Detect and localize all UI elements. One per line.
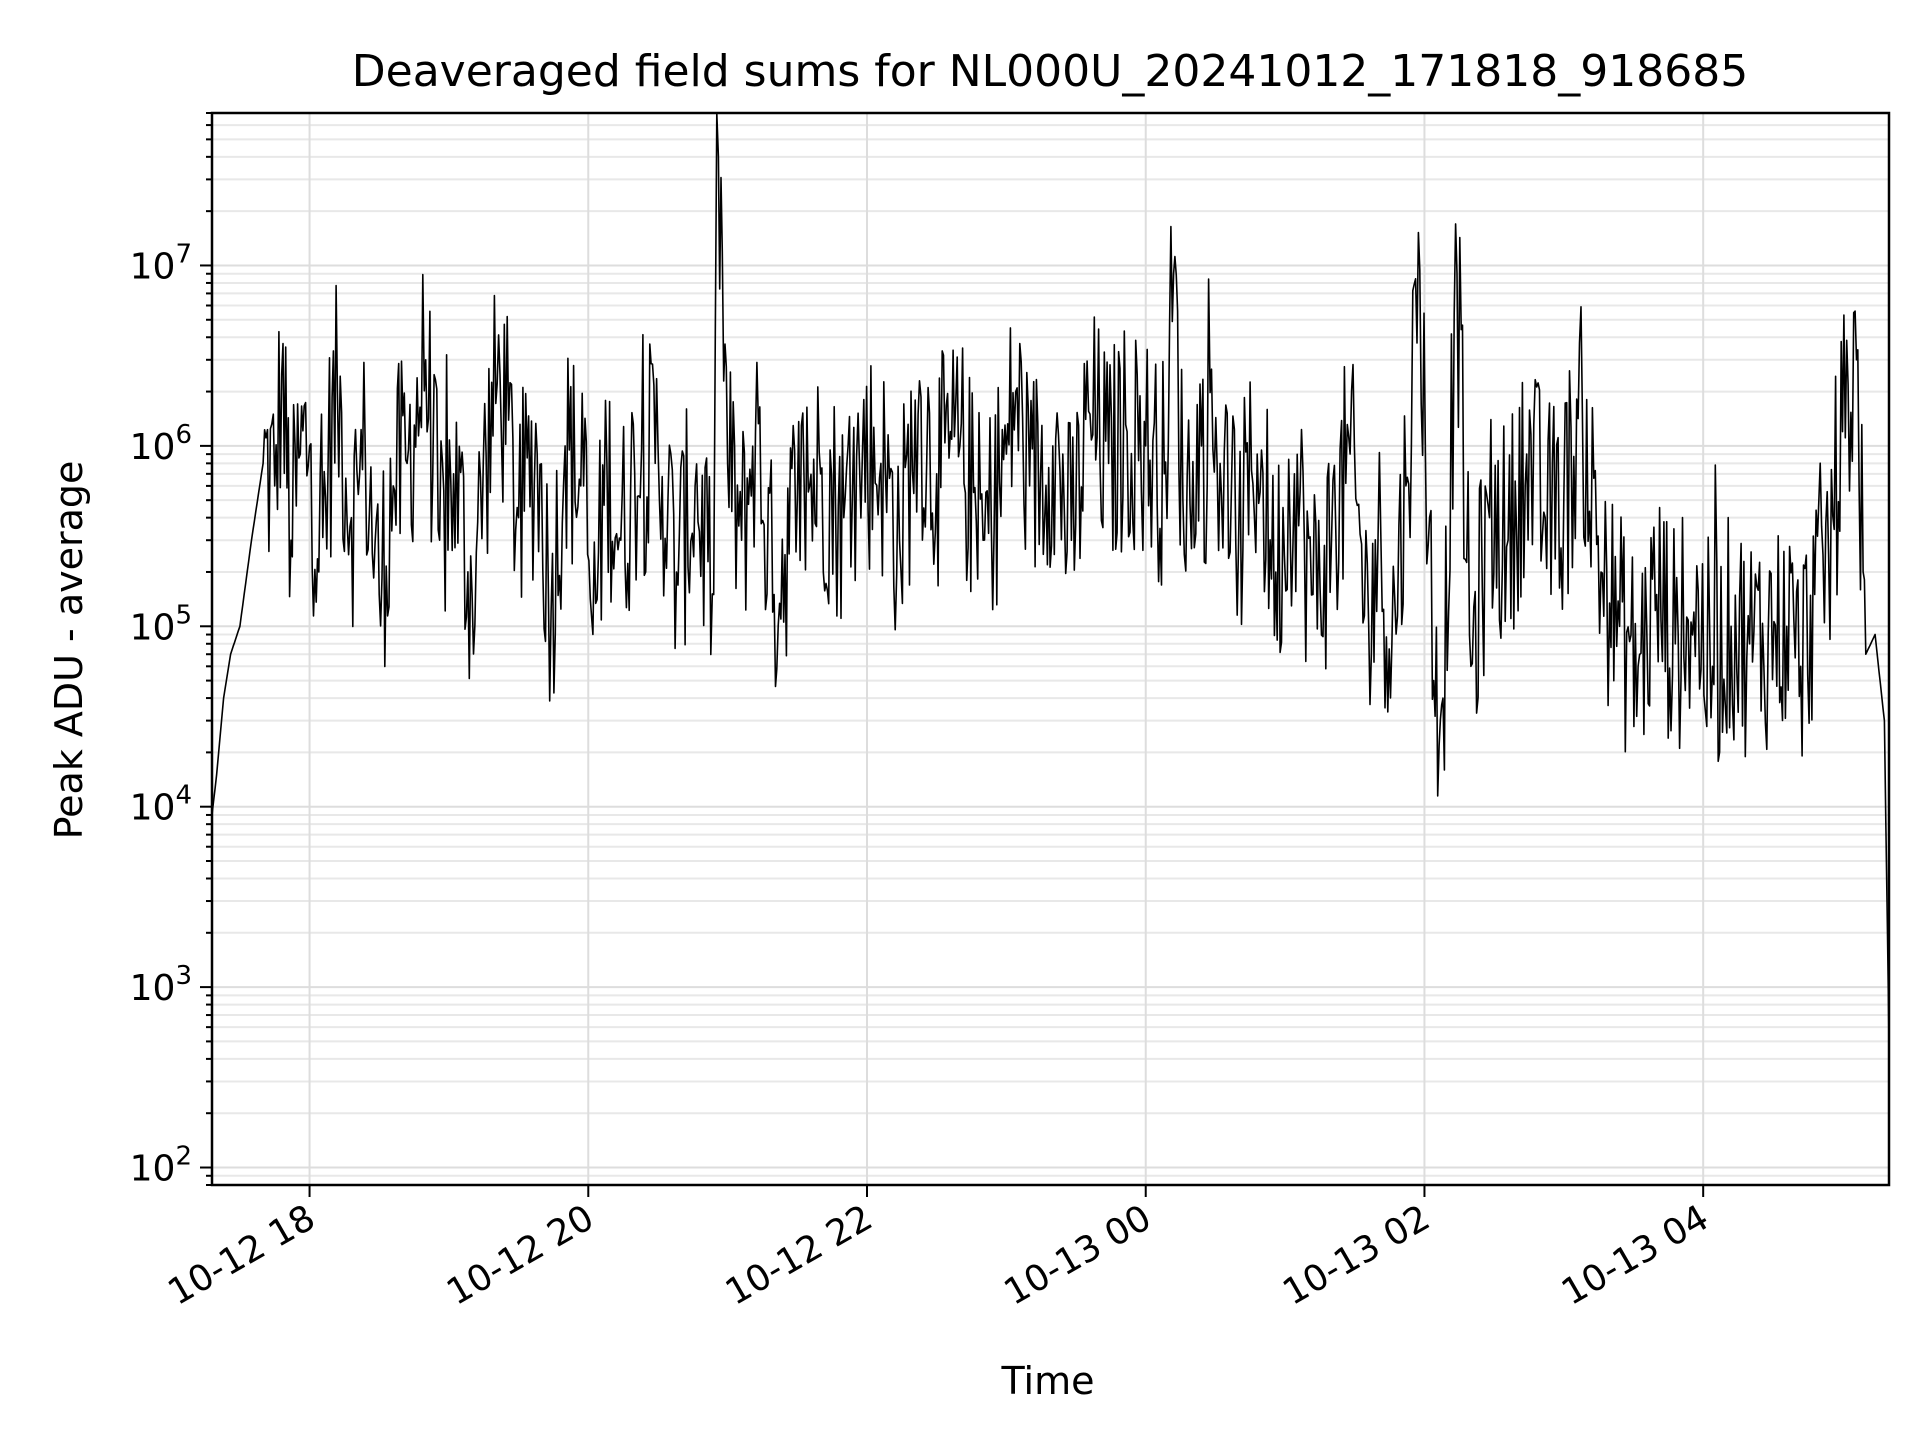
x-axis-label: Time: [1001, 1359, 1095, 1403]
x-tick-label: 10-13 04: [1555, 1197, 1716, 1313]
y-tick-label: 102: [130, 1142, 192, 1190]
y-tick-label: 107: [130, 239, 192, 287]
grid-lines: [212, 112, 1889, 1186]
y-axis-label: Peak ADU - average: [47, 461, 91, 840]
x-tick-label: 10-13 02: [1276, 1197, 1437, 1313]
y-tick-label: 105: [130, 600, 192, 648]
y-tick-label: 106: [130, 420, 192, 468]
x-tick-label: 10-13 00: [998, 1197, 1159, 1313]
plot-frame: [210, 111, 1891, 1187]
series-line: [211, 112, 1890, 1042]
x-tick-label: 10-12 22: [719, 1197, 880, 1313]
y-tick-label: 103: [130, 961, 192, 1009]
x-tick-label: 10-12 18: [161, 1197, 322, 1313]
y-tick-label: 104: [130, 781, 192, 829]
x-tick-label: 10-12 20: [440, 1197, 601, 1313]
chart-title: Deaveraged field sums for NL000U_2024101…: [352, 46, 1748, 97]
